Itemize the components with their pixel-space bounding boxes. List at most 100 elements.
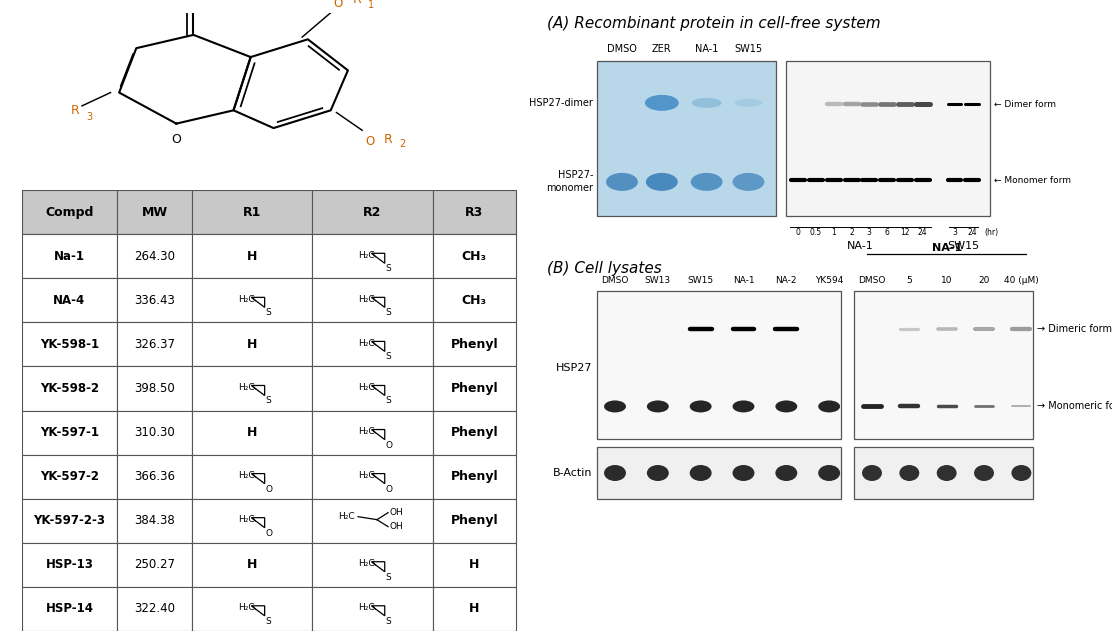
Bar [192, 190, 312, 235]
Text: NA-4: NA-4 [53, 294, 86, 307]
Text: 366.36: 366.36 [135, 470, 175, 483]
Text: NA-1: NA-1 [733, 276, 754, 285]
Bar [312, 190, 433, 235]
Bar [854, 447, 1033, 499]
Text: S: S [266, 617, 271, 626]
Text: NA-1: NA-1 [847, 241, 874, 251]
Text: SW13: SW13 [645, 276, 671, 285]
Text: SW15: SW15 [687, 276, 714, 285]
Text: 2: 2 [399, 139, 406, 149]
Text: H₂C: H₂C [238, 383, 255, 392]
Bar [312, 322, 433, 366]
Text: H: H [469, 602, 479, 616]
Text: HSP27-: HSP27- [557, 170, 593, 180]
Bar [597, 291, 841, 439]
Bar [22, 366, 117, 411]
Bar [117, 498, 192, 543]
Text: 398.50: 398.50 [135, 382, 175, 395]
Text: 24: 24 [967, 228, 977, 237]
Bar [117, 543, 192, 587]
Text: H₂C: H₂C [358, 603, 375, 612]
Text: 5: 5 [906, 276, 912, 285]
Text: → Dimeric form: → Dimeric form [1037, 325, 1112, 335]
Bar [192, 587, 312, 631]
Text: S: S [386, 617, 391, 626]
Text: ← Monomer form: ← Monomer form [994, 176, 1072, 185]
Text: YK-597-1: YK-597-1 [40, 426, 99, 439]
Text: NA-1: NA-1 [932, 243, 962, 253]
Text: Phenyl: Phenyl [450, 382, 498, 395]
Bar [312, 411, 433, 455]
Text: (hr): (hr) [984, 228, 999, 237]
Text: 10: 10 [941, 276, 952, 285]
Text: O: O [171, 133, 181, 146]
Text: R: R [70, 104, 79, 117]
Text: 336.43: 336.43 [135, 294, 175, 307]
Text: R3: R3 [465, 205, 484, 219]
Text: SW15: SW15 [947, 241, 980, 251]
Bar [312, 278, 433, 322]
Ellipse shape [646, 173, 677, 191]
Text: H: H [247, 250, 258, 263]
Text: Phenyl: Phenyl [450, 338, 498, 351]
Text: O: O [266, 529, 272, 538]
Text: NA-2: NA-2 [775, 276, 797, 285]
Text: 20: 20 [979, 276, 990, 285]
Bar [854, 291, 1033, 439]
Text: HSP27: HSP27 [556, 363, 592, 373]
Bar [312, 543, 433, 587]
Text: CH₃: CH₃ [461, 250, 487, 263]
Text: 6: 6 [885, 228, 890, 237]
Bar [117, 411, 192, 455]
Text: H₂C: H₂C [358, 250, 375, 260]
Text: HSP27-dimer: HSP27-dimer [529, 98, 593, 108]
Bar [117, 190, 192, 235]
Text: DMSO: DMSO [607, 44, 637, 54]
Text: ← Dimer form: ← Dimer form [994, 100, 1056, 109]
Ellipse shape [733, 401, 754, 413]
Text: 12: 12 [900, 228, 910, 237]
Ellipse shape [689, 465, 712, 481]
Bar [433, 278, 516, 322]
Bar [597, 447, 841, 499]
Text: O: O [386, 441, 393, 450]
Text: HSP-14: HSP-14 [46, 602, 93, 616]
Bar [117, 322, 192, 366]
Text: R2: R2 [364, 205, 381, 219]
Bar [433, 543, 516, 587]
Text: Phenyl: Phenyl [450, 514, 498, 527]
Text: ZER: ZER [652, 44, 672, 54]
Bar [312, 366, 433, 411]
Bar [433, 411, 516, 455]
Text: S: S [266, 396, 271, 406]
Bar [433, 366, 516, 411]
Text: S: S [386, 264, 391, 273]
Ellipse shape [733, 465, 754, 481]
Bar [22, 455, 117, 498]
Bar [117, 455, 192, 498]
Ellipse shape [775, 401, 797, 413]
Bar [312, 235, 433, 278]
Text: H₂C: H₂C [358, 339, 375, 348]
Text: MW: MW [141, 205, 168, 219]
Text: H: H [247, 426, 258, 439]
Text: YK-597-2-3: YK-597-2-3 [33, 514, 106, 527]
Text: SW15: SW15 [734, 44, 763, 54]
Text: CH₃: CH₃ [461, 294, 487, 307]
Text: 3: 3 [952, 228, 957, 237]
Text: 310.30: 310.30 [135, 426, 175, 439]
Text: S: S [386, 396, 391, 406]
Text: S: S [386, 353, 391, 361]
Bar [786, 61, 991, 216]
Text: 24: 24 [917, 228, 927, 237]
Text: H₂C: H₂C [238, 295, 255, 304]
Bar [433, 587, 516, 631]
Text: H: H [247, 338, 258, 351]
Bar [433, 498, 516, 543]
Bar [433, 190, 516, 235]
Text: 326.37: 326.37 [135, 338, 175, 351]
Ellipse shape [1012, 465, 1031, 481]
Text: monomer: monomer [546, 183, 593, 193]
Bar [192, 455, 312, 498]
Text: OH: OH [389, 508, 403, 517]
